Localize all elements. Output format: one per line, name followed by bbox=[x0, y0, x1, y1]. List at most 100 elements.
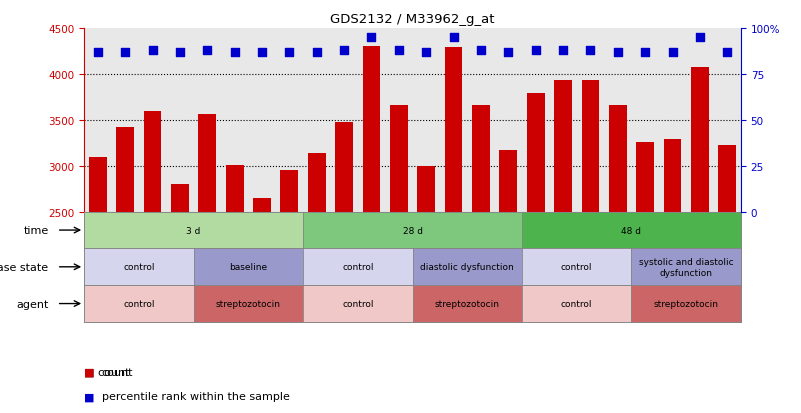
Bar bbox=[221, 29, 248, 212]
Bar bbox=[303, 29, 331, 212]
Bar bbox=[335, 122, 353, 413]
Text: 3 d: 3 d bbox=[187, 226, 201, 235]
Text: control: control bbox=[342, 299, 373, 308]
Bar bbox=[276, 29, 303, 212]
Bar bbox=[116, 128, 134, 413]
Bar bbox=[84, 212, 303, 249]
Text: control: control bbox=[342, 263, 373, 272]
Bar bbox=[194, 285, 303, 322]
Bar bbox=[303, 249, 413, 285]
Bar bbox=[413, 285, 522, 322]
Bar bbox=[358, 29, 385, 212]
Bar bbox=[577, 29, 604, 212]
Point bbox=[392, 47, 405, 54]
Bar bbox=[522, 212, 741, 249]
Bar bbox=[413, 249, 522, 285]
Bar bbox=[582, 81, 599, 413]
Text: disease state: disease state bbox=[0, 262, 49, 272]
Bar bbox=[363, 47, 380, 413]
Bar bbox=[636, 142, 654, 413]
Point bbox=[502, 50, 515, 56]
Point bbox=[474, 47, 487, 54]
Text: 48 d: 48 d bbox=[622, 226, 642, 235]
Bar bbox=[417, 166, 435, 413]
Point bbox=[146, 47, 159, 54]
Bar bbox=[89, 157, 107, 413]
Bar bbox=[194, 249, 303, 285]
Point bbox=[447, 35, 460, 41]
Bar bbox=[631, 285, 741, 322]
Bar bbox=[549, 29, 577, 212]
Title: GDS2132 / M33962_g_at: GDS2132 / M33962_g_at bbox=[330, 13, 495, 26]
Bar bbox=[658, 29, 686, 212]
Point bbox=[338, 47, 351, 54]
Bar bbox=[522, 249, 631, 285]
Point bbox=[557, 47, 570, 54]
Bar bbox=[308, 154, 326, 413]
Point bbox=[420, 50, 433, 56]
Text: streptozotocin: streptozotocin bbox=[215, 299, 281, 308]
Bar bbox=[143, 112, 162, 413]
Point bbox=[91, 50, 104, 56]
Bar bbox=[385, 29, 413, 212]
Bar bbox=[522, 285, 631, 322]
Point bbox=[694, 35, 706, 41]
Bar bbox=[631, 249, 741, 285]
Bar bbox=[440, 29, 467, 212]
Point bbox=[256, 50, 268, 56]
Text: systolic and diastolic
dysfunction: systolic and diastolic dysfunction bbox=[639, 257, 734, 277]
Point bbox=[666, 50, 679, 56]
Bar bbox=[663, 140, 682, 413]
Point bbox=[611, 50, 624, 56]
Point bbox=[584, 47, 597, 54]
Bar bbox=[604, 29, 631, 212]
Point bbox=[529, 47, 542, 54]
Bar bbox=[84, 285, 194, 322]
Bar bbox=[686, 29, 714, 212]
Point bbox=[310, 50, 323, 56]
Bar bbox=[499, 151, 517, 413]
Bar bbox=[609, 106, 626, 413]
Bar bbox=[445, 48, 462, 413]
Bar bbox=[691, 67, 709, 413]
Text: ■: ■ bbox=[84, 392, 95, 401]
Text: percentile rank within the sample: percentile rank within the sample bbox=[102, 392, 290, 401]
Text: control: control bbox=[561, 299, 593, 308]
Text: ■ count: ■ count bbox=[84, 367, 130, 377]
Point bbox=[721, 50, 734, 56]
Bar bbox=[390, 106, 408, 413]
Text: ■: ■ bbox=[84, 367, 95, 377]
Text: time: time bbox=[23, 225, 49, 235]
Point bbox=[283, 50, 296, 56]
Text: diastolic dysfunction: diastolic dysfunction bbox=[421, 263, 514, 272]
Bar bbox=[413, 29, 440, 212]
Bar bbox=[631, 29, 658, 212]
Bar bbox=[280, 171, 298, 413]
Bar bbox=[303, 212, 522, 249]
Bar bbox=[248, 29, 276, 212]
Bar bbox=[199, 115, 216, 413]
Bar bbox=[472, 106, 490, 413]
Bar bbox=[467, 29, 495, 212]
Point bbox=[174, 50, 187, 56]
Bar bbox=[554, 81, 572, 413]
Bar bbox=[139, 29, 167, 212]
Bar bbox=[522, 29, 549, 212]
Bar bbox=[495, 29, 522, 212]
Bar bbox=[167, 29, 194, 212]
Text: streptozotocin: streptozotocin bbox=[435, 299, 500, 308]
Point bbox=[365, 35, 378, 41]
Bar bbox=[111, 29, 139, 212]
Text: control: control bbox=[123, 263, 155, 272]
Point bbox=[638, 50, 651, 56]
Bar bbox=[84, 29, 111, 212]
Bar bbox=[226, 166, 244, 413]
Point bbox=[119, 50, 131, 56]
Bar bbox=[171, 185, 189, 413]
Bar bbox=[718, 145, 736, 413]
Bar bbox=[527, 94, 545, 413]
Text: baseline: baseline bbox=[229, 263, 268, 272]
Text: control: control bbox=[561, 263, 593, 272]
Text: streptozotocin: streptozotocin bbox=[654, 299, 718, 308]
Point bbox=[201, 47, 214, 54]
